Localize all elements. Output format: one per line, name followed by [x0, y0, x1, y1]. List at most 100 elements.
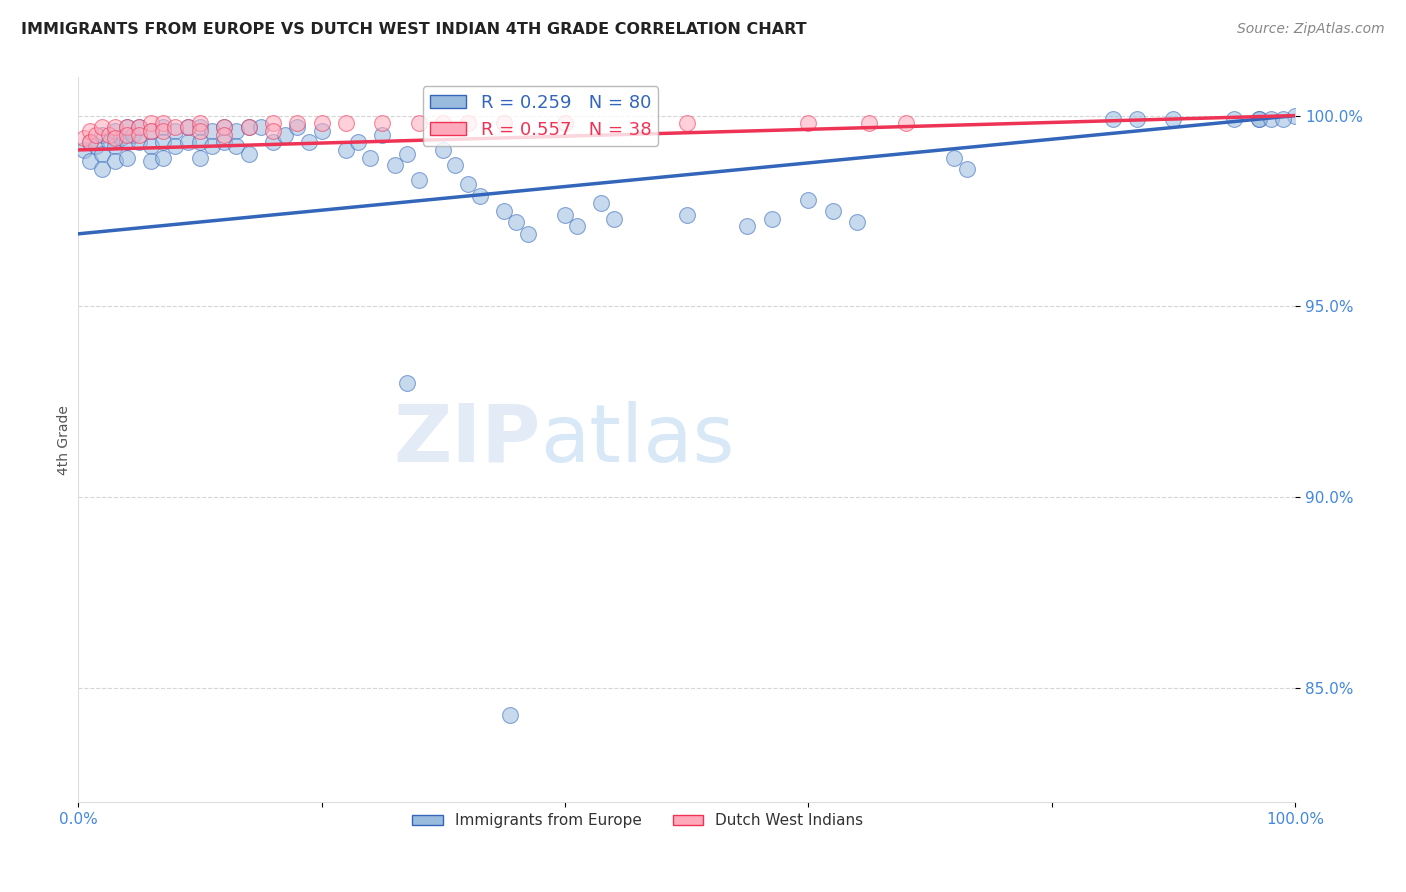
Point	[238, 146, 260, 161]
Point	[797, 116, 820, 130]
Point	[371, 128, 394, 142]
Y-axis label: 4th Grade: 4th Grade	[58, 405, 72, 475]
Point	[152, 116, 174, 130]
Point	[499, 707, 522, 722]
Point	[408, 116, 430, 130]
Point	[91, 128, 114, 142]
Point	[1126, 112, 1149, 127]
Point	[846, 215, 869, 229]
Legend: Immigrants from Europe, Dutch West Indians: Immigrants from Europe, Dutch West India…	[406, 807, 870, 835]
Point	[115, 136, 138, 150]
Point	[91, 161, 114, 176]
Point	[1247, 112, 1270, 127]
Point	[152, 120, 174, 134]
Point	[225, 139, 247, 153]
Point	[176, 136, 198, 150]
Point	[212, 120, 235, 134]
Point	[675, 116, 697, 130]
Point	[262, 136, 284, 150]
Point	[122, 128, 145, 142]
Point	[104, 120, 127, 134]
Point	[238, 120, 260, 134]
Point	[141, 139, 163, 153]
Point	[188, 116, 211, 130]
Point	[335, 143, 357, 157]
Point	[285, 116, 308, 130]
Point	[858, 116, 880, 130]
Point	[554, 208, 576, 222]
Point	[212, 120, 235, 134]
Point	[141, 124, 163, 138]
Point	[128, 120, 150, 134]
Point	[1101, 112, 1123, 127]
Point	[110, 131, 132, 145]
Point	[675, 208, 697, 222]
Point	[91, 146, 114, 161]
Point	[115, 151, 138, 165]
Point	[128, 120, 150, 134]
Point	[737, 219, 759, 234]
Point	[761, 211, 783, 226]
Point	[128, 136, 150, 150]
Point	[262, 124, 284, 138]
Point	[285, 120, 308, 134]
Point	[97, 136, 120, 150]
Point	[238, 120, 260, 134]
Point	[165, 124, 187, 138]
Text: Source: ZipAtlas.com: Source: ZipAtlas.com	[1237, 22, 1385, 37]
Point	[225, 124, 247, 138]
Point	[1260, 112, 1282, 127]
Point	[408, 173, 430, 187]
Point	[91, 120, 114, 134]
Point	[212, 136, 235, 150]
Point	[201, 139, 224, 153]
Point	[432, 143, 454, 157]
Point	[311, 116, 333, 130]
Point	[141, 124, 163, 138]
Point	[165, 120, 187, 134]
Point	[395, 146, 418, 161]
Point	[262, 116, 284, 130]
Point	[104, 131, 127, 145]
Point	[152, 136, 174, 150]
Point	[505, 215, 527, 229]
Point	[347, 136, 370, 150]
Point	[115, 128, 138, 142]
Point	[79, 136, 101, 150]
Point	[591, 196, 613, 211]
Point	[894, 116, 917, 130]
Point	[73, 131, 96, 145]
Point	[1247, 112, 1270, 127]
Point	[1163, 112, 1185, 127]
Point	[97, 128, 120, 142]
Point	[141, 154, 163, 169]
Point	[955, 161, 977, 176]
Point	[384, 158, 406, 172]
Point	[86, 139, 108, 153]
Point	[1272, 112, 1295, 127]
Point	[201, 124, 224, 138]
Point	[188, 120, 211, 134]
Point	[517, 227, 540, 241]
Point	[152, 151, 174, 165]
Point	[212, 128, 235, 142]
Point	[104, 124, 127, 138]
Point	[1284, 109, 1306, 123]
Point	[554, 116, 576, 130]
Text: atlas: atlas	[540, 401, 735, 479]
Point	[152, 124, 174, 138]
Point	[468, 188, 491, 202]
Point	[797, 193, 820, 207]
Point	[115, 120, 138, 134]
Point	[176, 120, 198, 134]
Point	[79, 124, 101, 138]
Point	[104, 154, 127, 169]
Point	[274, 128, 297, 142]
Point	[86, 128, 108, 142]
Point	[494, 204, 516, 219]
Point	[128, 128, 150, 142]
Point	[821, 204, 844, 219]
Point	[602, 211, 624, 226]
Point	[104, 139, 127, 153]
Point	[395, 376, 418, 390]
